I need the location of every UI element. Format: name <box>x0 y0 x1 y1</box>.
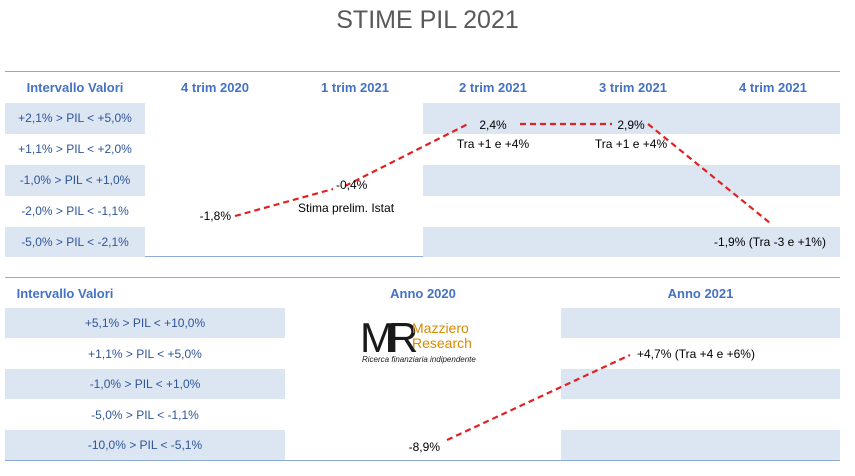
data-label: 2,9% <box>617 118 645 132</box>
data-label: -0,4% <box>336 178 368 192</box>
header-col: 3 trim 2021 <box>599 80 667 95</box>
band <box>5 308 285 338</box>
band <box>561 308 840 338</box>
header-col: 1 trim 2021 <box>321 80 389 95</box>
data-label: -8,9% <box>408 440 440 454</box>
data-label: +4,7% (Tra +4 e +6%) <box>637 347 755 361</box>
band <box>5 165 145 196</box>
band <box>561 369 840 399</box>
band <box>423 165 840 196</box>
header-col: Anno 2021 <box>667 286 734 301</box>
range-label: +2,1% > PIL < +5,0% <box>18 111 132 125</box>
band <box>5 227 145 257</box>
top-rule <box>5 277 840 278</box>
range-label: -1,0% > PIL < +1,0% <box>19 173 131 187</box>
top-rule <box>5 71 840 72</box>
header-col: Anno 2020 <box>390 286 456 301</box>
header-range: Intervallo Valori <box>26 80 124 95</box>
logo-name-1: Mazziero <box>412 320 469 336</box>
series-line-segment <box>647 123 771 224</box>
range-label: +5,1% > PIL < +10,0% <box>84 316 206 330</box>
data-label: -1,9% (Tra -3 e +1%) <box>714 235 826 249</box>
range-label: -2,0% > PIL < -1,1% <box>21 204 129 218</box>
band <box>5 369 285 399</box>
header-col: 4 trim 2021 <box>739 80 807 95</box>
series-line-segment <box>446 354 631 441</box>
band <box>5 103 145 134</box>
annotation-note: Stima prelim. Istat <box>298 201 395 215</box>
band <box>423 103 840 134</box>
band <box>5 430 285 460</box>
logo-name-2: Research <box>412 335 472 351</box>
chart-title: STIME PIL 2021 <box>336 6 519 34</box>
series-line-segment <box>234 187 334 218</box>
range-label: -5,0% > PIL < -2,1% <box>21 235 129 249</box>
mazziero-research-logo: MR Mazziero Research Ricerca finanziaria… <box>360 314 490 365</box>
range-label: +1,1% > PIL < +2,0% <box>18 142 132 156</box>
range-label: -1,0% > PIL < +1,0% <box>89 377 201 391</box>
annotation-note: Tra +1 e +4% <box>456 137 530 151</box>
band <box>561 430 840 460</box>
band <box>423 227 840 257</box>
range-label: +1,1% > PIL < +5,0% <box>88 347 202 361</box>
data-label: 2,4% <box>479 118 507 132</box>
data-label: -1,8% <box>199 209 231 223</box>
range-label: -10,0% > PIL < -5,1% <box>87 438 203 452</box>
header-col: 4 trim 2020 <box>181 80 249 95</box>
header-col: 2 trim 2021 <box>459 80 527 95</box>
logo-mark: MR Mazziero Research Ricerca finanziaria… <box>360 314 476 364</box>
bottom-rule <box>5 256 840 257</box>
logo-tagline: Ricerca finanziaria indipendente <box>362 355 476 364</box>
annotation-note: Tra +1 e +4% <box>594 137 668 151</box>
header-range: Intervallo Valori <box>16 286 114 301</box>
range-label: -5,0% > PIL < -1,1% <box>91 408 199 422</box>
series-line-segment <box>344 122 471 187</box>
bottom-rule <box>5 460 840 461</box>
